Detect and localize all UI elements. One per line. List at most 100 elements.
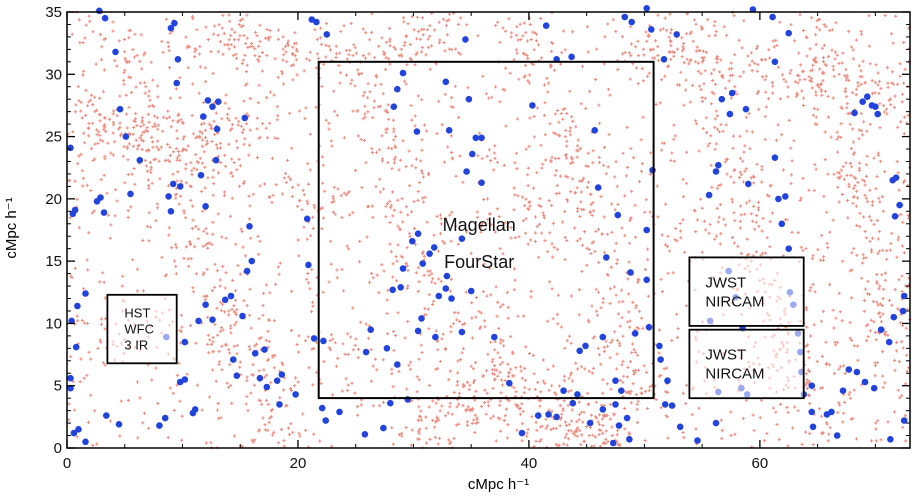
highlight-point — [174, 56, 182, 63]
highlight-point — [745, 180, 752, 188]
highlight-point — [305, 261, 312, 269]
survey-region-frame — [688, 256, 805, 327]
highlight-point — [197, 171, 205, 179]
plot-frame — [66, 11, 911, 449]
highlight-point — [465, 95, 473, 103]
highlight-point — [785, 245, 792, 252]
highlight-point — [246, 223, 253, 230]
x-tick-label: 60 — [752, 455, 769, 472]
highlight-point — [171, 19, 178, 27]
highlight-point — [167, 208, 175, 215]
highlight-point — [458, 235, 466, 242]
highlight-point — [603, 254, 610, 261]
highlight-point — [432, 333, 439, 341]
highlight-point — [591, 127, 598, 134]
highlight-point — [599, 333, 607, 341]
highlight-point — [256, 374, 264, 382]
highlight-point — [435, 292, 443, 300]
highlight-point — [209, 316, 216, 324]
highlight-point — [241, 114, 249, 122]
highlight-point — [900, 417, 908, 424]
highlight-point — [413, 128, 421, 135]
highlight-point — [656, 342, 663, 350]
highlight-point — [661, 401, 669, 408]
highlight-point — [545, 411, 552, 418]
highlight-point — [212, 156, 220, 164]
highlight-point — [176, 378, 184, 386]
highlight-point — [115, 421, 123, 428]
highlight-point — [409, 237, 416, 245]
highlight-point — [248, 257, 256, 265]
highlight-point — [870, 384, 878, 392]
highlight-point — [101, 14, 109, 22]
highlight-point — [67, 374, 74, 382]
highlight-point — [599, 406, 607, 413]
highlight-point — [322, 417, 330, 424]
highlight-point — [478, 179, 485, 186]
highlight-point — [419, 260, 427, 267]
highlight-point — [808, 408, 816, 416]
highlight-point — [323, 31, 331, 38]
y-tick-label: 5 — [54, 378, 62, 395]
highlight-point — [169, 180, 177, 188]
highlight-point — [576, 347, 583, 355]
x-axis-label: cMpc h⁻¹ — [468, 476, 529, 493]
highlight-point — [560, 387, 567, 395]
highlight-point — [75, 426, 82, 433]
highlight-point — [728, 89, 736, 97]
highlight-point — [491, 333, 498, 341]
highlight-point — [885, 338, 893, 346]
highlight-point — [68, 317, 75, 325]
highlight-point — [808, 382, 816, 390]
highlight-point — [189, 409, 197, 417]
survey-region-frame — [688, 328, 805, 400]
highlight-point — [529, 102, 536, 109]
highlight-point — [892, 174, 900, 181]
highlight-point — [891, 213, 899, 220]
highlight-point — [534, 412, 542, 419]
highlight-point — [202, 203, 209, 210]
highlight-point — [749, 6, 757, 13]
y-tick-label: 20 — [45, 191, 62, 208]
highlight-point — [623, 414, 631, 422]
highlight-point — [261, 346, 268, 353]
highlight-point — [874, 110, 881, 118]
highlight-point — [542, 22, 550, 30]
survey-region: Magellan FourStar — [317, 60, 655, 400]
highlight-point — [676, 423, 684, 431]
highlight-point — [627, 269, 634, 276]
highlight-point — [404, 396, 412, 403]
highlight-point — [380, 424, 387, 432]
survey-region-frame — [106, 293, 178, 365]
highlight-point — [673, 31, 680, 38]
y-tick-label: 15 — [45, 253, 62, 270]
highlight-point — [387, 399, 394, 407]
highlight-point — [861, 378, 869, 386]
highlight-point — [742, 105, 750, 113]
highlight-point — [828, 408, 835, 416]
survey-region-label: Magellan — [443, 215, 516, 235]
highlight-point — [251, 350, 259, 357]
highlight-point — [657, 356, 664, 363]
highlight-point — [877, 326, 885, 334]
highlight-point — [230, 356, 237, 363]
highlight-point — [215, 98, 222, 105]
survey-region-label: HST — [124, 306, 150, 321]
highlight-point — [227, 292, 235, 300]
highlight-point — [97, 194, 104, 201]
highlight-point — [116, 105, 124, 113]
x-tick-label: 0 — [63, 455, 71, 472]
highlight-point — [626, 436, 633, 443]
y-tick-label: 30 — [45, 66, 62, 83]
highlight-point — [448, 295, 455, 302]
highlight-point — [156, 422, 163, 429]
highlight-point — [864, 93, 871, 100]
highlight-point — [645, 323, 653, 331]
highlight-point — [320, 337, 327, 345]
highlight-point — [390, 103, 398, 110]
highlight-point — [833, 432, 841, 439]
highlight-point — [430, 244, 438, 251]
highlight-point — [176, 183, 184, 190]
highlight-point — [643, 226, 650, 234]
